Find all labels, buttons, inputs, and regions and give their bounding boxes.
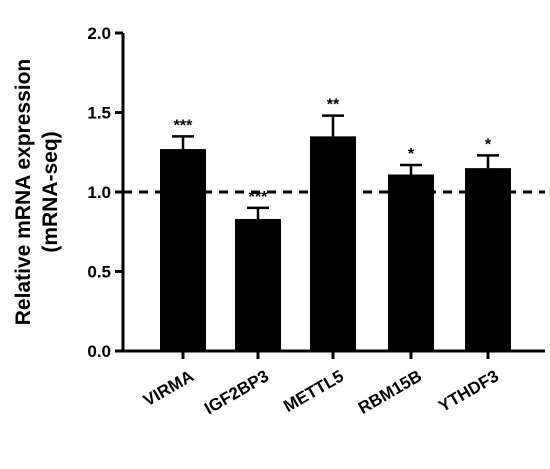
significance-label: *** [174, 117, 193, 134]
category-label: YTHDF3 [435, 366, 502, 416]
bar [310, 136, 356, 351]
bar [235, 219, 281, 351]
significance-label: * [408, 146, 415, 163]
category-label: VIRMA [140, 366, 197, 410]
bar [465, 168, 511, 351]
category-label: IGF2BP3 [201, 366, 272, 418]
category-label: METTL5 [280, 366, 347, 416]
category-label: RBM15B [355, 366, 425, 417]
bar [388, 174, 434, 351]
significance-label: ** [327, 97, 340, 114]
y-axis-title: Relative mRNA expression (mRNA-seq) [12, 59, 62, 326]
significance-label: * [485, 136, 492, 153]
y-tick-label: 2.0 [87, 24, 111, 43]
bar [160, 149, 206, 351]
y-tick-label: 1.5 [87, 104, 111, 123]
y-axis-title-line2: (mRNA-seq) [39, 131, 62, 252]
y-tick-label: 0.5 [87, 263, 111, 282]
y-tick-label: 1.0 [87, 183, 111, 202]
y-axis-title-line1: Relative mRNA expression [12, 59, 35, 326]
plot-area: 0.00.51.01.52.0***VIRMA***IGF2BP3**METTL… [87, 24, 545, 418]
y-tick-label: 0.0 [87, 342, 111, 361]
